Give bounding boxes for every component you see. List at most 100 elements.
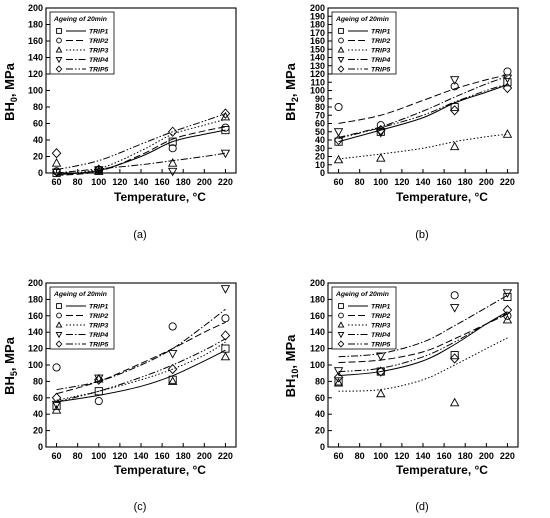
y-tick-label: 130: [310, 61, 325, 71]
data-point-trip2: [168, 322, 177, 331]
x-tick-label: 220: [500, 451, 515, 461]
data-point-trip2: [334, 102, 343, 112]
fit-curve-trip1: [56, 129, 226, 176]
data-point-trip4: [51, 400, 62, 410]
fit-curve-trip2: [56, 126, 226, 176]
y-tick-label: 100: [310, 360, 325, 370]
x-tick-label: 100: [91, 177, 106, 187]
fit-curve-trip3: [338, 133, 508, 160]
x-tick-label: 80: [355, 177, 365, 187]
legend-label-trip1: TRIP1: [89, 29, 108, 36]
legend-marker-trip3: [55, 46, 63, 53]
x-tick-label: 220: [500, 177, 515, 187]
y-tick-label: 60: [33, 393, 43, 403]
legend-marker-trip5: [55, 65, 63, 73]
legend-label-trip2: TRIP2: [371, 313, 390, 320]
x-tick-label: 80: [355, 451, 365, 461]
y-tick-label: 140: [28, 327, 43, 337]
y-tick-label: 160: [28, 36, 43, 46]
y-tick-label: 120: [310, 69, 325, 79]
data-point-trip2: [376, 121, 385, 130]
legend-marker-trip2: [338, 312, 344, 319]
data-point-trip4: [376, 129, 386, 138]
x-tick-label: 180: [176, 177, 191, 187]
y-tick-label: 140: [310, 327, 325, 337]
y-tick-label: 110: [310, 77, 325, 87]
data-point-trip3: [167, 158, 178, 167]
y-tick-label: 0: [320, 442, 325, 452]
data-point-trip4: [167, 167, 178, 177]
data-point-trip1: [450, 351, 459, 360]
legend-label-trip5: TRIP5: [371, 342, 390, 349]
panel-b: BH2, MPa Temperature, °C (b) 60 80 100 120 1…: [283, 3, 519, 241]
fit-curve-trip3: [338, 337, 508, 392]
y-tick-label: 140: [310, 53, 325, 63]
y-tick-label: 70: [315, 110, 325, 120]
y-tick-label: 180: [28, 20, 43, 30]
x-tick-label: 120: [394, 451, 409, 461]
legend-marker-trip5: [337, 340, 345, 348]
panel-caption: (a): [133, 229, 146, 241]
legend-marker-trip5: [337, 65, 345, 73]
x-tick-label: 140: [415, 451, 430, 461]
y-tick-label: 190: [310, 11, 325, 21]
panel-d: BH10, MPa Temperature, °C (d) 60 80 100 120…: [283, 278, 519, 513]
fit-curve-trip5: [56, 113, 226, 171]
x-tick-label: 100: [373, 177, 388, 187]
data-point-trip4: [449, 304, 460, 313]
y-tick-label: 120: [310, 344, 325, 354]
legend-marker-trip4: [55, 332, 63, 339]
data-point-trip4: [167, 350, 178, 359]
x-axis-label: Temperature, °C: [114, 463, 206, 477]
data-point-trip4: [376, 352, 386, 362]
data-point-trip1: [168, 375, 177, 384]
x-tick-label: 120: [112, 451, 127, 461]
legend-label-trip4: TRIP4: [89, 332, 108, 339]
data-point-trip1: [503, 292, 512, 301]
y-tick-label: 90: [315, 94, 325, 104]
legend-marker-trip1: [56, 303, 62, 309]
legend-box: [331, 286, 397, 350]
data-point-trip4: [449, 76, 460, 85]
y-tick-label: 170: [310, 28, 325, 38]
data-point-trip1: [503, 78, 512, 87]
y-tick-label: 10: [315, 160, 325, 170]
x-tick-label: 80: [73, 177, 83, 187]
data-point-trip3: [376, 388, 386, 398]
data-point-trip5: [51, 392, 62, 403]
data-point-trip2: [221, 314, 230, 323]
data-point-trip1: [376, 127, 385, 136]
legend-marker-trip2: [56, 37, 62, 44]
data-point-trip3: [333, 377, 344, 387]
y-tick-label: 200: [310, 3, 325, 13]
legend-title: Ageing of 20min: [53, 291, 107, 298]
x-tick-label: 140: [415, 177, 430, 187]
legend-label-trip3: TRIP3: [89, 48, 108, 55]
y-tick-label: 200: [28, 3, 43, 13]
data-point-trip2: [503, 67, 512, 76]
fit-curve-trip1: [338, 84, 508, 143]
legend-title: Ageing of 20min: [53, 16, 107, 23]
data-point-trip5: [502, 304, 513, 316]
legend-label-trip2: TRIP2: [89, 38, 108, 45]
data-point-trip4: [333, 128, 344, 137]
data-point-trip2: [94, 397, 103, 406]
data-point-trip5: [220, 330, 231, 341]
x-tick-label: 60: [334, 177, 344, 187]
legend-label-trip5: TRIP5: [371, 67, 390, 74]
x-tick-label: 160: [437, 451, 452, 461]
y-axis-label: BH10, MPa: [283, 334, 300, 398]
x-tick-label: 200: [197, 451, 212, 461]
y-tick-label: 40: [33, 409, 43, 419]
data-point-trip4: [333, 367, 344, 376]
legend-marker-trip2: [56, 312, 62, 319]
legend-label-trip4: TRIP4: [371, 332, 390, 339]
x-tick-label: 100: [91, 451, 106, 461]
data-point-trip2: [221, 123, 230, 132]
data-point-trip3: [502, 314, 513, 324]
data-point-trip4: [220, 285, 231, 294]
y-tick-label: 150: [310, 44, 325, 54]
data-point-trip1: [221, 126, 230, 135]
data-point-trip5: [220, 108, 231, 119]
legend-box: [49, 286, 115, 350]
